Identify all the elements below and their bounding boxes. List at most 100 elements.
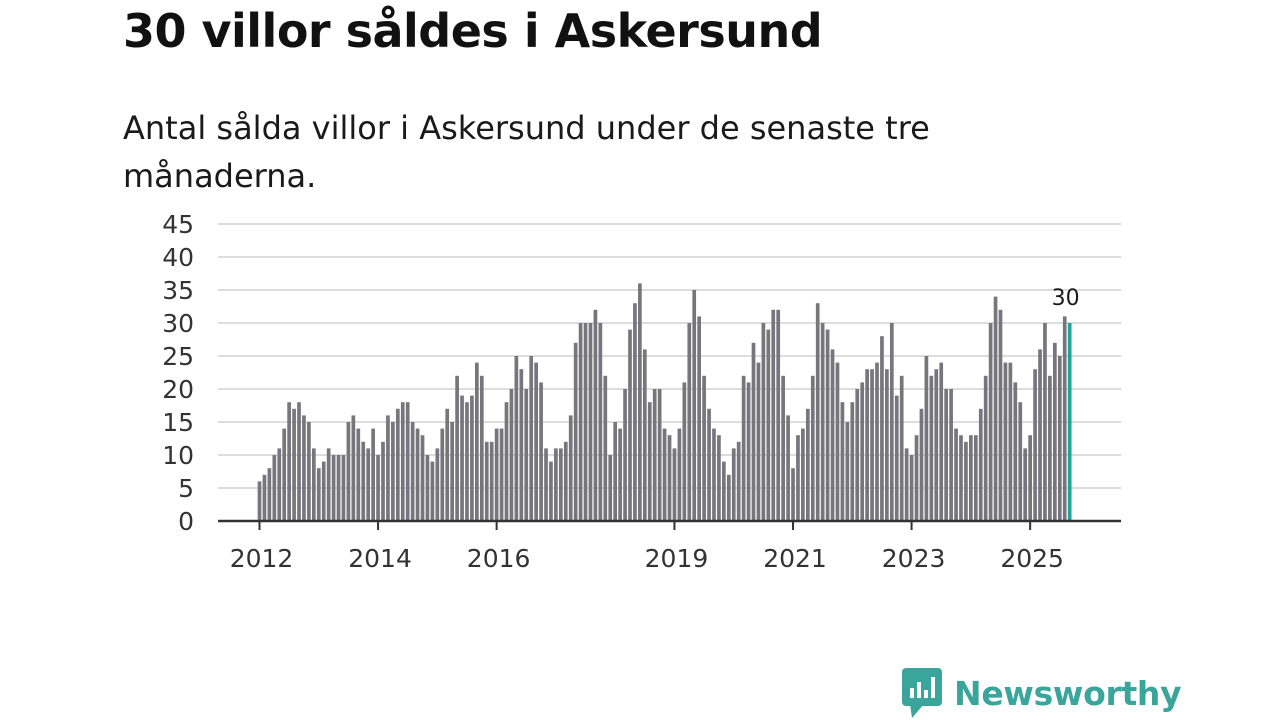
bar	[855, 389, 860, 521]
bar	[361, 441, 366, 521]
bar	[1057, 356, 1062, 521]
bar	[983, 375, 988, 521]
bar	[499, 428, 504, 521]
bar	[677, 428, 682, 521]
y-tick-label: 45	[162, 210, 194, 239]
bar	[479, 375, 484, 521]
y-tick-label: 0	[178, 507, 194, 536]
bar	[262, 474, 267, 521]
bar	[297, 402, 301, 521]
bar	[549, 461, 553, 521]
bar	[894, 395, 899, 521]
bar	[731, 448, 736, 521]
bar	[395, 408, 400, 521]
bar	[746, 382, 751, 521]
bar	[805, 408, 810, 521]
bar	[909, 455, 914, 521]
bars	[257, 283, 1072, 521]
bar	[628, 329, 632, 521]
bar	[326, 448, 331, 521]
bar	[1062, 316, 1067, 521]
bar	[924, 356, 929, 521]
bar	[993, 296, 998, 521]
x-tick-label: 2014	[348, 544, 412, 573]
bar	[470, 395, 474, 521]
bar	[870, 369, 874, 521]
bar	[534, 362, 538, 521]
bar	[964, 441, 968, 521]
bar	[539, 382, 543, 521]
bar	[440, 428, 445, 521]
bar	[959, 435, 963, 521]
bar	[944, 389, 949, 521]
bar	[554, 448, 558, 521]
bar	[973, 435, 978, 521]
bar	[257, 481, 262, 521]
bar	[845, 422, 850, 521]
bar	[642, 349, 647, 521]
bar	[914, 435, 919, 521]
bar	[954, 428, 958, 521]
bar	[687, 323, 692, 521]
bar	[786, 415, 790, 521]
bar	[356, 428, 361, 521]
bar	[400, 402, 405, 521]
bar	[820, 323, 825, 521]
bar	[519, 369, 524, 521]
bar	[568, 415, 573, 521]
bar	[391, 422, 395, 521]
y-tick-label: 25	[162, 342, 194, 371]
bar	[1052, 342, 1057, 521]
bar	[904, 448, 909, 521]
y-tick-label: 5	[178, 474, 194, 503]
bar	[573, 342, 578, 521]
y-tick-label: 10	[162, 441, 194, 470]
bar	[781, 375, 785, 521]
bar	[450, 422, 455, 521]
y-tick-label: 30	[162, 309, 194, 338]
bar	[435, 448, 440, 521]
bar	[638, 283, 642, 521]
bar	[1048, 375, 1052, 521]
bar	[1003, 362, 1008, 521]
bar	[544, 448, 548, 521]
bar	[366, 448, 371, 521]
bar	[810, 375, 815, 521]
bar	[583, 323, 588, 521]
bar	[702, 375, 706, 521]
bar	[504, 402, 509, 521]
x-tick-label: 2023	[882, 544, 946, 573]
bar	[662, 428, 667, 521]
bar	[722, 461, 726, 521]
bar	[934, 369, 939, 521]
bar	[988, 323, 993, 521]
bar	[578, 323, 583, 521]
bar	[697, 316, 702, 521]
chart-title: 30 villor såldes i Askersund	[123, 4, 823, 58]
bar	[761, 323, 766, 521]
bar	[425, 455, 430, 521]
bar	[899, 375, 904, 521]
chart-subtitle: Antal sålda villor i Askersund under de …	[123, 109, 930, 195]
bar	[292, 408, 296, 521]
bar	[623, 389, 627, 521]
bar	[282, 428, 287, 521]
bar	[494, 428, 499, 521]
y-tick-label: 35	[162, 276, 194, 305]
bar	[302, 415, 306, 521]
bar	[484, 441, 489, 521]
bar	[489, 441, 494, 521]
x-tick-label: 2019	[645, 544, 709, 573]
bar	[618, 428, 622, 521]
bar	[672, 448, 677, 521]
bar	[726, 474, 731, 521]
bar	[1008, 362, 1013, 521]
bar	[509, 389, 514, 521]
y-tick-label: 40	[162, 243, 194, 272]
bar	[608, 455, 613, 521]
bar	[875, 362, 879, 521]
bar	[613, 422, 618, 521]
x-tick-label: 2016	[467, 544, 531, 573]
bar	[307, 422, 311, 521]
